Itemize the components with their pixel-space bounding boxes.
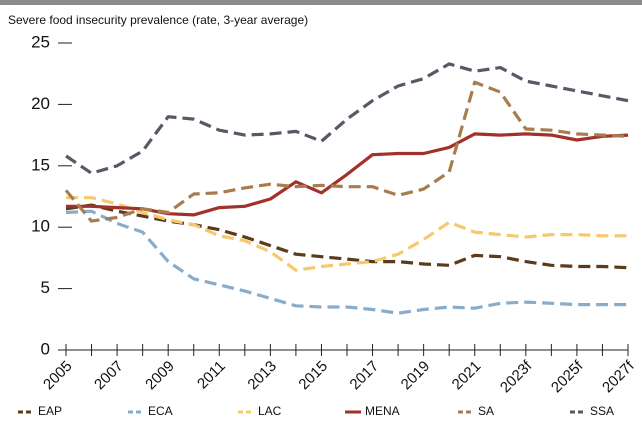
series-line xyxy=(65,62,629,175)
series-line xyxy=(66,196,628,272)
top-bar xyxy=(0,0,642,5)
legend-label: ECA xyxy=(148,404,173,418)
series-line xyxy=(65,203,629,270)
x-tick-label: 2021 xyxy=(449,358,485,394)
series-line xyxy=(65,209,628,315)
x-tick-label: 2007 xyxy=(91,358,127,394)
x-tick-label: 2025f xyxy=(548,357,587,396)
y-tick-label: 10 xyxy=(31,217,50,236)
y-tick-label: 0 xyxy=(41,339,50,358)
x-tick-label: 2009 xyxy=(142,358,178,394)
x-tick-label: 2027f xyxy=(599,357,638,396)
legend-label: SA xyxy=(478,404,494,418)
y-tick-label: 20 xyxy=(31,94,50,113)
legend-label: EAP xyxy=(38,404,62,418)
legend-label: SSA xyxy=(590,404,614,418)
series-line xyxy=(64,80,629,223)
y-tick-label: 25 xyxy=(31,32,50,51)
x-tick-label: 2011 xyxy=(194,358,229,393)
legend-label: MENA xyxy=(365,404,400,418)
x-tick-label: 2013 xyxy=(244,358,280,394)
y-tick-label: 15 xyxy=(31,155,50,174)
x-tick-label: 2015 xyxy=(295,358,331,394)
chart-title: Severe food insecurity prevalence (rate,… xyxy=(8,13,308,27)
legend-label: LAC xyxy=(258,404,282,418)
x-tick-label: 2023f xyxy=(497,357,536,396)
y-tick-label: 5 xyxy=(41,278,50,297)
x-tick-label: 2019 xyxy=(398,358,434,394)
x-tick-label: 2017 xyxy=(347,358,383,394)
series-line xyxy=(66,132,629,217)
x-tick-label: 2005 xyxy=(40,358,76,394)
